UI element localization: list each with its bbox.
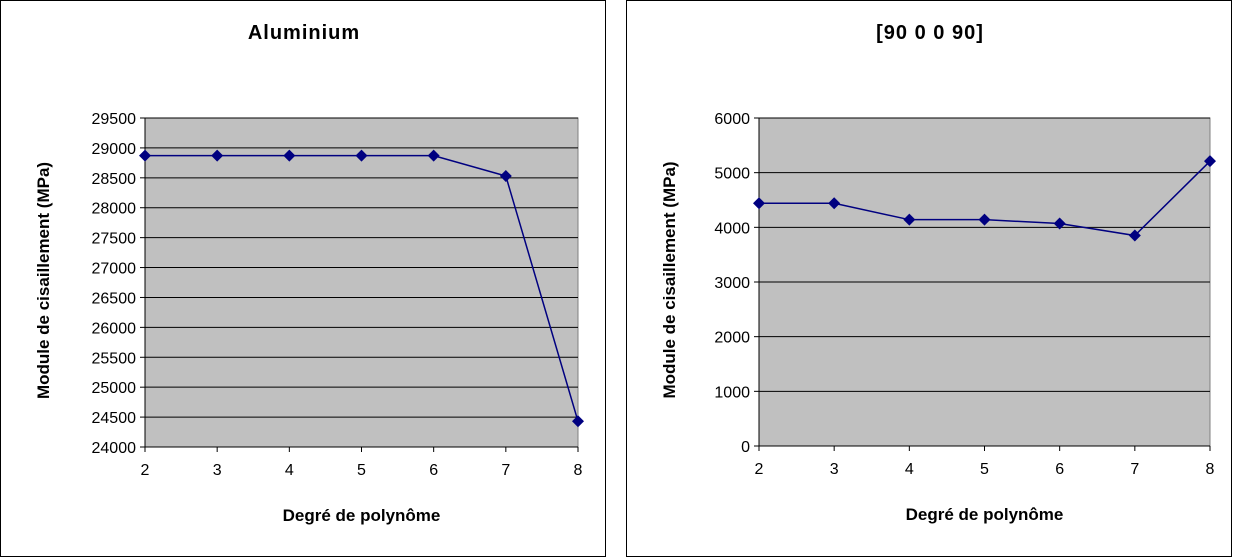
y-tick-label: 6000 — [714, 111, 750, 128]
y-tick-label: 27000 — [92, 261, 137, 278]
data-point-marker — [978, 213, 991, 226]
data-point-marker — [1204, 155, 1216, 168]
y-tick-label: 25500 — [92, 350, 137, 367]
data-point-marker — [1053, 217, 1066, 230]
x-tick-label: 6 — [1055, 461, 1064, 478]
y-axis-title: Module de cisaillement (MPa) — [34, 162, 53, 399]
x-axis-title: Degré de polynôme — [283, 506, 441, 525]
data-point-marker — [753, 197, 765, 210]
y-tick-label: 4000 — [714, 220, 750, 237]
x-tick-label: 2 — [755, 461, 764, 478]
x-tick-label: 7 — [1130, 461, 1139, 478]
x-tick-label: 4 — [905, 461, 914, 478]
y-tick-label: 1000 — [714, 384, 750, 401]
y-tick-label: 26000 — [92, 320, 137, 337]
y-tick-label: 2000 — [714, 330, 750, 347]
data-point-marker — [1128, 229, 1141, 242]
x-tick-label: 5 — [357, 462, 366, 479]
y-tick-label: 25000 — [92, 380, 137, 397]
chart-90-0-0-90-svg: 0 1000 2000 3000 4000 5000 6000 2 3 4 5 6 7 8 [90 0 0 … — [660, 22, 1216, 524]
y-tick-label: 29000 — [92, 141, 137, 158]
x-tick-label: 6 — [429, 462, 438, 479]
y-tick-label: 28000 — [92, 201, 137, 218]
data-point-marker — [903, 213, 916, 226]
y-tick-label: 24500 — [92, 410, 137, 427]
chart-title: Aluminium — [248, 22, 360, 44]
plot-area — [144, 117, 579, 448]
y-tick-label: 29500 — [92, 111, 137, 128]
x-tick-label: 3 — [830, 461, 839, 478]
data-point-marker — [355, 149, 368, 162]
x-tick-label: 8 — [574, 462, 583, 479]
y-tick-label: 26500 — [92, 290, 137, 307]
y-tick-label: 24000 — [92, 440, 137, 457]
data-point-marker — [283, 149, 296, 162]
data-point-marker — [572, 415, 584, 428]
x-tick-label: 3 — [213, 462, 222, 479]
y-axis-title: Module de cisaillement (MPa) — [660, 161, 679, 398]
x-tick-label: 7 — [501, 462, 510, 479]
data-point-marker — [499, 170, 512, 183]
chart-title: [90 0 0 90] — [876, 22, 984, 44]
y-tick-label: 5000 — [714, 166, 750, 183]
y-tick-label: 3000 — [714, 275, 750, 292]
x-tick-label: 5 — [980, 461, 989, 478]
x-tick-label: 4 — [285, 462, 294, 479]
data-point-marker — [427, 149, 440, 162]
data-point-marker — [139, 149, 151, 162]
data-point-marker — [211, 149, 224, 162]
chart-90-0-0-90: 0 1000 2000 3000 4000 5000 6000 2 3 4 5 6 7 8 [90 0 0 … — [626, 0, 1232, 557]
y-tick-label: 0 — [741, 439, 750, 456]
chart-aluminium-svg: 24000 24500 25000 25500 26000 26500 27000 27500… — [34, 22, 584, 525]
x-axis-title: Degré de polynôme — [906, 505, 1064, 524]
y-tick-label: 27500 — [92, 231, 137, 248]
data-point-marker — [828, 197, 841, 210]
y-tick-label: 28500 — [92, 171, 137, 188]
x-tick-label: 2 — [141, 462, 150, 479]
chart-aluminium: 24000 24500 25000 25500 26000 26500 27000 27500… — [0, 0, 606, 557]
x-tick-label: 8 — [1206, 461, 1215, 478]
